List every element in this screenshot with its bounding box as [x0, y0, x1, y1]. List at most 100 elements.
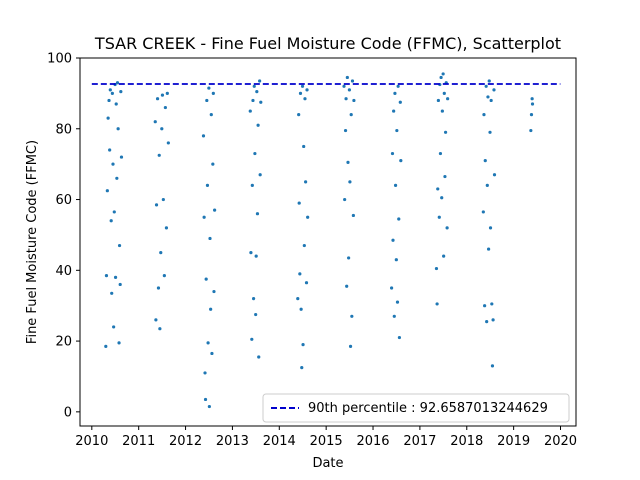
data-point: [258, 173, 262, 177]
data-point: [302, 144, 306, 149]
data-point: [249, 251, 253, 255]
data-point: [203, 397, 208, 402]
data-point: [349, 113, 353, 117]
x-tick-label: 2015: [310, 434, 343, 449]
data-point: [118, 282, 122, 287]
data-point: [342, 84, 346, 88]
data-point: [160, 93, 165, 97]
data-point: [436, 187, 440, 191]
data-point: [489, 98, 493, 103]
data-point: [350, 79, 355, 83]
data-point: [203, 371, 207, 375]
data-point: [252, 297, 256, 301]
data-point: [117, 243, 122, 248]
data-point: [159, 251, 163, 255]
data-point: [299, 307, 303, 311]
x-axis-ticks: 2010 2011 2012 2013 2014 2015 2016 2017 2018 2019…: [75, 426, 577, 449]
data-point: [212, 289, 216, 294]
data-point: [257, 355, 261, 359]
data-point: [210, 351, 214, 356]
data-point: [390, 151, 395, 156]
data-point: [300, 84, 305, 88]
data-point: [114, 102, 118, 106]
x-tick-label: 2012: [169, 434, 202, 449]
data-point: [392, 314, 396, 318]
x-tick-label: 2018: [450, 434, 483, 449]
data-point: [352, 98, 356, 103]
data-point: [297, 201, 301, 205]
data-point: [160, 127, 164, 131]
legend-box: [262, 393, 570, 423]
data-point: [117, 341, 121, 345]
data-point: [297, 113, 301, 117]
data-point: [396, 84, 400, 88]
x-tick-label: 2014: [263, 434, 296, 449]
data-point: [481, 210, 485, 214]
data-point: [298, 91, 303, 95]
data-point: [253, 151, 257, 156]
data-point: [393, 183, 398, 187]
y-axis-ticks: 0 20 40 60 80 100: [47, 52, 80, 420]
data-point: [302, 243, 306, 248]
data-point: [488, 226, 493, 230]
x-tick-label: 2010: [75, 434, 108, 449]
points-layer: [104, 72, 535, 409]
data-point: [398, 100, 402, 104]
y-tick-label: 60: [55, 193, 72, 208]
x-tick-label: 2011: [122, 434, 155, 449]
x-tick-label: 2013: [216, 434, 249, 449]
x-axis-title: Date: [312, 456, 343, 471]
data-point: [483, 304, 487, 308]
data-point: [248, 109, 252, 113]
data-point: [301, 343, 305, 347]
data-point: [154, 318, 158, 322]
data-point: [438, 151, 443, 156]
data-point: [304, 180, 308, 184]
data-point: [347, 88, 351, 92]
data-point: [442, 91, 446, 95]
data-point: [490, 364, 495, 368]
data-point: [116, 127, 120, 131]
data-point: [441, 72, 445, 76]
data-point: [348, 180, 352, 184]
y-tick-label: 20: [55, 335, 72, 350]
data-point: [164, 226, 169, 230]
data-point: [105, 189, 109, 193]
data-point: [390, 286, 394, 290]
data-point: [443, 130, 448, 134]
data-point: [115, 176, 119, 180]
data-point: [492, 88, 496, 92]
data-point: [161, 197, 165, 202]
data-point: [394, 258, 398, 262]
data-point: [256, 123, 260, 127]
data-point: [343, 197, 347, 202]
data-point: [443, 174, 447, 179]
data-point: [206, 341, 210, 345]
data-point: [440, 109, 444, 113]
data-point: [303, 97, 307, 101]
data-point: [305, 88, 309, 92]
data-point: [157, 153, 161, 157]
data-point: [348, 344, 353, 348]
data-point: [205, 183, 210, 187]
data-point: [109, 219, 113, 223]
data-point: [304, 281, 309, 285]
y-tick-label: 100: [47, 52, 72, 67]
data-point: [487, 79, 491, 83]
data-point: [347, 256, 351, 260]
data-point: [258, 79, 262, 83]
plot-frame: [79, 57, 577, 427]
data-point: [158, 327, 162, 331]
data-point: [492, 173, 497, 177]
data-point: [153, 120, 157, 124]
data-point: [104, 344, 108, 348]
data-point: [208, 236, 212, 241]
data-point: [119, 90, 123, 94]
data-point: [156, 286, 161, 290]
data-point: [255, 212, 260, 216]
data-point: [211, 162, 215, 166]
data-point: [351, 213, 355, 218]
data-point: [108, 148, 112, 152]
data-point: [446, 97, 450, 101]
data-point: [485, 183, 489, 187]
